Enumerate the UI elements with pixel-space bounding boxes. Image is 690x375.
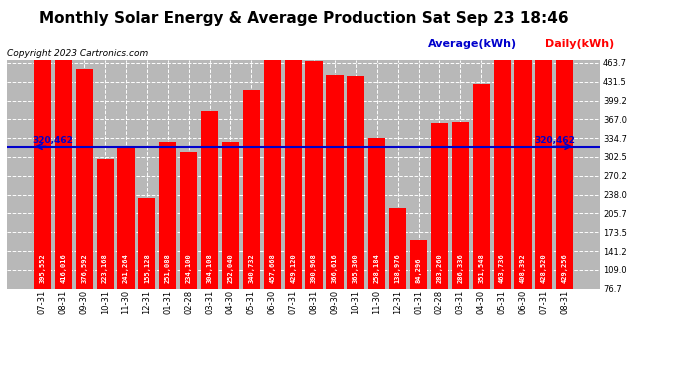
Bar [201, 111, 218, 289]
Text: 320,462: 320,462 [32, 136, 73, 145]
Text: 252,040: 252,040 [228, 253, 233, 283]
Text: 258,184: 258,184 [374, 253, 380, 283]
Bar [76, 69, 92, 289]
Text: 416,016: 416,016 [60, 253, 66, 283]
Text: 395,552: 395,552 [39, 253, 46, 283]
Bar [264, 22, 281, 289]
Text: 155,128: 155,128 [144, 253, 150, 283]
Bar [452, 122, 469, 289]
Bar [431, 123, 448, 289]
Text: 428,520: 428,520 [541, 253, 547, 283]
Text: 286,336: 286,336 [457, 253, 463, 283]
Bar [97, 159, 114, 289]
Bar [326, 75, 344, 289]
Text: 366,616: 366,616 [332, 253, 338, 283]
Bar [222, 142, 239, 289]
Text: 351,548: 351,548 [478, 253, 484, 283]
Bar [410, 240, 427, 289]
Text: 429,256: 429,256 [562, 253, 568, 283]
Text: Monthly Solar Energy & Average Production Sat Sep 23 18:46: Monthly Solar Energy & Average Productio… [39, 11, 569, 26]
Bar [389, 208, 406, 289]
Text: 365,360: 365,360 [353, 253, 359, 283]
Text: 320,462: 320,462 [534, 136, 575, 145]
Bar [493, 18, 511, 289]
Text: 241,264: 241,264 [123, 253, 129, 283]
Text: Daily(kWh): Daily(kWh) [545, 39, 614, 50]
Bar [243, 90, 260, 289]
Text: 223,168: 223,168 [102, 253, 108, 283]
Bar [117, 148, 135, 289]
Text: Average(kWh): Average(kWh) [428, 39, 517, 50]
Text: 340,732: 340,732 [248, 253, 255, 283]
Bar [55, 46, 72, 289]
Text: 283,260: 283,260 [436, 253, 442, 283]
Bar [473, 84, 490, 289]
Text: 84,296: 84,296 [415, 257, 422, 283]
Bar [284, 38, 302, 289]
Text: 457,668: 457,668 [269, 253, 275, 283]
Bar [159, 142, 177, 289]
Text: 234,100: 234,100 [186, 253, 192, 283]
Bar [306, 61, 323, 289]
Text: 408,392: 408,392 [520, 253, 526, 283]
Text: 429,120: 429,120 [290, 253, 296, 283]
Text: Copyright 2023 Cartronics.com: Copyright 2023 Cartronics.com [7, 49, 148, 58]
Bar [515, 50, 531, 289]
Text: 463,736: 463,736 [499, 253, 505, 283]
Text: 376,592: 376,592 [81, 253, 87, 283]
Text: 138,976: 138,976 [395, 253, 401, 283]
Bar [180, 152, 197, 289]
Text: 304,108: 304,108 [206, 253, 213, 283]
Bar [138, 198, 155, 289]
Bar [535, 39, 553, 289]
Bar [368, 138, 385, 289]
Bar [347, 75, 364, 289]
Bar [34, 58, 51, 289]
Text: 251,088: 251,088 [165, 253, 171, 283]
Bar [556, 38, 573, 289]
Text: 390,968: 390,968 [311, 253, 317, 283]
